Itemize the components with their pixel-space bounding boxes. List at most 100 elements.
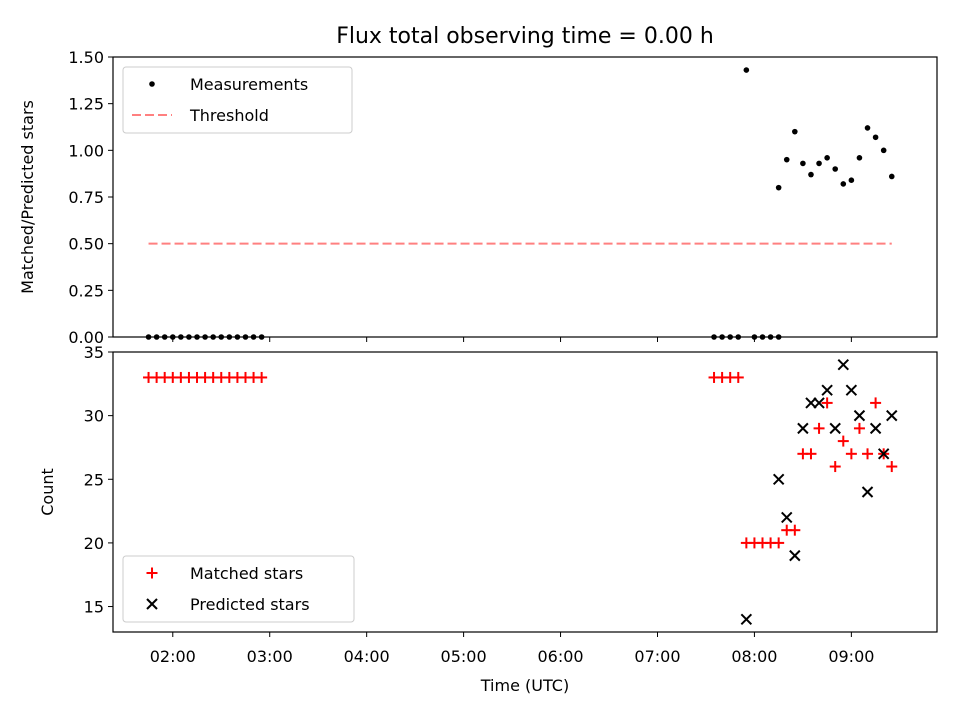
marker-stroke — [797, 422, 809, 435]
marker-stroke — [853, 409, 866, 422]
y-axis-label: Matched/Predicted stars — [18, 100, 37, 294]
legend-label: Matched stars — [190, 564, 303, 583]
data-point — [880, 147, 887, 154]
marker-stroke — [869, 422, 882, 435]
data-point — [732, 371, 744, 383]
legend-item: Threshold — [132, 106, 269, 125]
data-point — [805, 448, 817, 460]
data-point — [773, 537, 785, 549]
data-point — [743, 67, 750, 73]
x-tick-label: 07:00 — [634, 647, 680, 666]
x-tick-label: 08:00 — [731, 647, 777, 666]
data-point — [829, 461, 841, 473]
legend-label: Measurements — [190, 75, 308, 94]
data-point — [837, 359, 849, 371]
chart-title: Flux total observing time = 0.00 h — [336, 24, 714, 49]
data-point — [869, 422, 882, 435]
series-matched-stars — [143, 371, 898, 549]
x-tick-label: 02:00 — [150, 647, 196, 666]
marker-stroke — [886, 409, 898, 422]
legend-box — [122, 66, 353, 134]
data-point — [832, 166, 839, 172]
count-panel: 15 20 25 30 35 02:00 03:00 04:00 05:00 06:00 07:00… — [38, 343, 938, 666]
marker-stroke — [781, 511, 793, 524]
data-point — [775, 184, 782, 191]
data-point — [862, 448, 874, 460]
data-point — [797, 422, 809, 435]
data-point — [886, 461, 898, 473]
y-tick-label: 0.50 — [68, 235, 104, 254]
data-point — [856, 155, 863, 161]
legend: Matched stars Predicted stars — [122, 555, 355, 623]
legend-label: Threshold — [189, 106, 269, 125]
data-point — [808, 171, 814, 178]
marker-stroke — [829, 422, 841, 435]
y-tick-label: 0.00 — [68, 328, 104, 347]
data-point — [848, 177, 855, 183]
data-point — [861, 486, 874, 498]
y-tick-label: 1.00 — [68, 141, 104, 160]
y-tick-label: 1.50 — [68, 48, 104, 67]
data-point — [816, 160, 822, 167]
marker-stroke — [740, 613, 753, 625]
legend-dot-swatch — [149, 81, 155, 87]
marker-stroke — [772, 473, 785, 485]
data-point — [821, 397, 833, 409]
y-tick-label: 20 — [84, 534, 104, 553]
data-point — [783, 156, 790, 163]
data-point — [789, 549, 801, 562]
data-point — [845, 448, 857, 460]
data-point — [789, 524, 801, 536]
data-point — [772, 473, 785, 485]
y-tick-label: 15 — [84, 598, 104, 617]
data-point — [256, 371, 268, 383]
y-tick-label: 1.25 — [68, 95, 104, 114]
plot-frame — [112, 56, 938, 338]
legend-label: Predicted stars — [190, 595, 310, 614]
x-tick-label: 03:00 — [247, 647, 293, 666]
x-tick-label: 06:00 — [537, 647, 583, 666]
marker-stroke — [789, 549, 801, 562]
y-tick-label: 30 — [84, 407, 104, 426]
legend-item: Predicted stars — [146, 595, 310, 614]
data-point — [792, 128, 798, 135]
y-tick-label: 0.25 — [68, 281, 104, 300]
data-point — [870, 397, 882, 409]
data-point — [840, 181, 847, 187]
data-point — [821, 384, 833, 396]
y-axis-label: Count — [38, 468, 57, 516]
y-tick-label: 0.75 — [68, 188, 104, 207]
data-point — [864, 125, 871, 131]
data-point — [781, 511, 793, 524]
data-point — [824, 155, 830, 161]
x-axis-label: Time (UTC) — [480, 676, 569, 695]
data-point — [813, 422, 825, 434]
marker-stroke — [821, 384, 833, 396]
data-point — [845, 384, 858, 396]
data-point — [837, 435, 849, 447]
marker-stroke — [861, 486, 874, 498]
marker-stroke — [813, 397, 825, 409]
series-predicted-stars — [740, 359, 898, 625]
data-point — [872, 134, 879, 141]
data-point — [740, 613, 753, 625]
data-point — [853, 422, 865, 434]
data-point — [800, 160, 806, 167]
data-point — [877, 448, 890, 460]
plot-frame — [112, 351, 938, 633]
legend-item: Measurements — [149, 75, 308, 94]
legend-box — [122, 555, 355, 623]
legend-x-swatch — [146, 598, 158, 610]
x-tick-label: 09:00 — [828, 647, 874, 666]
data-point — [853, 409, 866, 422]
x-tick-label: 04:00 — [344, 647, 390, 666]
legend: Measurements Threshold — [122, 66, 353, 134]
x-tick-label: 05:00 — [441, 647, 487, 666]
marker-stroke — [845, 384, 858, 396]
data-point — [886, 409, 898, 422]
data-point — [813, 397, 825, 409]
data-point — [829, 422, 841, 435]
y-tick-label: 25 — [84, 470, 104, 489]
marker-stroke — [837, 359, 849, 371]
